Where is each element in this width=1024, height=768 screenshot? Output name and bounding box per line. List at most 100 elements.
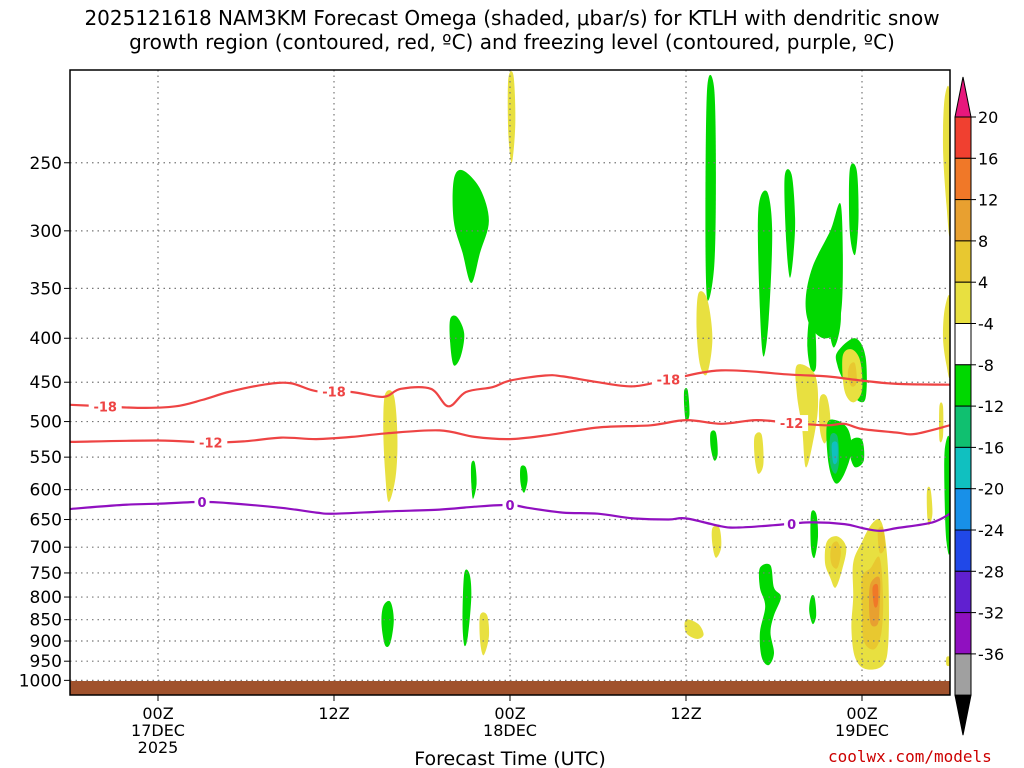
- colorbar-swatch-2: [954, 157, 972, 201]
- y-tick-label-1000: 1000: [19, 671, 62, 691]
- omega-area-46: [946, 656, 950, 667]
- colorbar-label-2: 12: [978, 191, 998, 210]
- colorbar-label-6: -8: [978, 356, 994, 375]
- colorbar-label-7: -12: [978, 397, 1004, 416]
- colorbar-label-3: 8: [978, 232, 988, 251]
- omega-area-27: [809, 595, 817, 625]
- x-tick-label-1-0: 12Z: [318, 704, 349, 723]
- colorbar-label-12: -32: [978, 604, 1004, 623]
- omega-area-25: [758, 563, 781, 666]
- colorbar-swatch-14: [954, 653, 972, 696]
- omega-area-5: [520, 465, 528, 493]
- colorbar-bottom-arrow: [954, 694, 972, 736]
- omega-area-29: [830, 541, 841, 569]
- omega-area-24: [849, 437, 865, 468]
- contour-label-0-2: -18: [657, 374, 681, 389]
- omega-area-9: [705, 74, 716, 301]
- omega-area-1: [449, 315, 465, 366]
- colorbar-swatch-5: [954, 281, 972, 325]
- colorbar-label-13: -36: [978, 645, 1004, 664]
- omega-area-15: [807, 314, 817, 372]
- y-tick-label-700: 700: [30, 538, 62, 558]
- omega-area-37: [753, 432, 764, 474]
- colorbar-swatch-9: [954, 446, 972, 490]
- contour-lines: -18 -18 -18 -12 -12 0 0 0: [70, 369, 950, 533]
- x-tick-label-4-0: 00Z: [846, 704, 877, 723]
- title-line-1: 2025121618 NAM3KM Forecast Omega (shaded…: [84, 6, 940, 30]
- terrain-strip: [70, 681, 950, 695]
- omega-area-41: [710, 430, 718, 461]
- x-tick-label-3-0: 12Z: [670, 704, 701, 723]
- omega-area-43: [942, 85, 950, 237]
- omega-area-35: [926, 486, 933, 526]
- contour-label-bg-2-2: [784, 515, 800, 532]
- contour-label-2-0: 0: [197, 496, 206, 511]
- y-tick-label-350: 350: [30, 279, 62, 299]
- x-tick-label-2-0: 00Z: [494, 704, 525, 723]
- omega-area-3: [383, 390, 398, 502]
- colorbar: 20 16 12 8 4 -4 -8 -12 -16 -20 -24 -28 -32 -36: [954, 76, 1004, 736]
- x-axis-label: Forecast Time (UTC): [414, 748, 605, 768]
- omega-area-33: [872, 583, 879, 608]
- title-line-2: growth region (contoured, red, ºC) and f…: [129, 30, 895, 54]
- y-tick-label-850: 850: [30, 611, 62, 631]
- omega-area-38: [684, 619, 704, 639]
- colorbar-swatch-10: [954, 488, 972, 531]
- omega-area-13: [828, 259, 841, 348]
- x-tick-label-2-1: 18DEC: [483, 721, 537, 740]
- colorbar-top-arrow: [954, 76, 972, 118]
- contour-label-1-0: -12: [199, 437, 223, 452]
- omega-area-0: [452, 169, 489, 283]
- colorbar-label-8: -16: [978, 438, 1004, 457]
- contour-label-0-1: -18: [322, 386, 346, 401]
- colorbar-swatch-1: [954, 116, 972, 159]
- y-tick-label-400: 400: [30, 329, 62, 349]
- contour-label-0-0: -18: [93, 400, 117, 415]
- contour-label-bg-1-1: [775, 415, 809, 432]
- y-tick-label-600: 600: [30, 481, 62, 501]
- y-tick-label-950: 950: [30, 652, 62, 672]
- colorbar-label-1: 16: [978, 149, 998, 168]
- y-tick-label-300: 300: [30, 222, 62, 242]
- x-tick-label-0-2: 2025: [138, 738, 179, 757]
- contour-label-2-2: 0: [787, 518, 796, 533]
- y-tick-label-800: 800: [30, 588, 62, 608]
- omega-area-10: [757, 190, 773, 357]
- contour-line-0: [70, 369, 950, 410]
- colorbar-swatch-13: [954, 612, 972, 655]
- colorbar-label-4: 4: [978, 273, 988, 292]
- omega-area-36: [939, 402, 944, 443]
- colorbar-label-10: -24: [978, 521, 1004, 540]
- omega-area-11: [784, 169, 796, 278]
- colorbar-label-0: 20: [978, 108, 998, 127]
- colorbar-swatch-4: [954, 240, 972, 283]
- omega-area-42: [696, 291, 713, 376]
- y-tick-label-900: 900: [30, 632, 62, 652]
- omega-area-45: [944, 435, 950, 555]
- y-tick-label-750: 750: [30, 564, 62, 584]
- y-tick-label-450: 450: [30, 373, 62, 393]
- contour-label-bg-2-1: [502, 496, 518, 513]
- omega-area-8: [479, 612, 490, 656]
- x-tick-label-4-1: 19DEC: [835, 721, 889, 740]
- x-tick-label-0-1: 17DEC: [131, 721, 185, 740]
- y-tick-label-250: 250: [30, 154, 62, 174]
- colorbar-swatch-3: [954, 199, 972, 242]
- contour-label-1-1: -12: [780, 417, 804, 432]
- grid-lines: [70, 70, 950, 695]
- contour-label-bg-0-2: [651, 371, 685, 388]
- credit-text: coolwx.com/models: [828, 747, 992, 766]
- x-tick-label-0-0: 00Z: [142, 704, 173, 723]
- omega-shading: [381, 71, 950, 670]
- colorbar-swatch-11: [954, 529, 972, 572]
- colorbar-swatch-12: [954, 570, 972, 614]
- contour-line-2: [70, 500, 950, 532]
- colorbar-label-9: -20: [978, 480, 1004, 499]
- omega-area-23: [831, 441, 838, 465]
- contour-label-bg-2-0: [194, 493, 210, 510]
- contour-line-1: [70, 418, 950, 444]
- omega-area-40: [683, 387, 690, 422]
- chart-title: 2025121618 NAM3KM Forecast Omega (shaded…: [0, 6, 1024, 54]
- omega-area-6: [381, 600, 394, 647]
